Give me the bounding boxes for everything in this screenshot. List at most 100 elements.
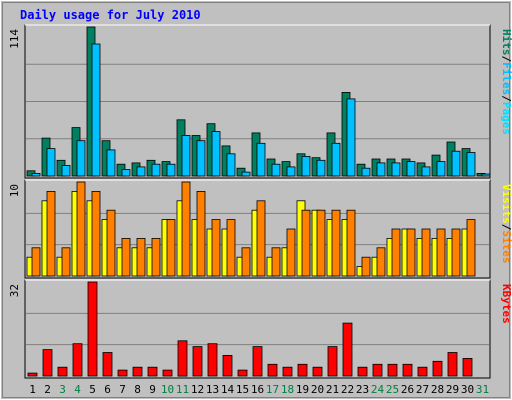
bar-kbytes [27, 372, 38, 377]
bar-kbytes [297, 363, 308, 377]
x-tick-label: 22 [341, 383, 354, 396]
x-tick-label: 19 [296, 383, 309, 396]
bar-sites [271, 247, 281, 277]
bar-files [256, 142, 266, 177]
bar-kbytes [252, 346, 263, 377]
bar-sites [241, 247, 251, 277]
bar-sites [91, 190, 101, 277]
x-tick-label: 30 [461, 383, 474, 396]
bar-files [466, 152, 476, 177]
right-legend: KBytes [500, 284, 512, 324]
bar-files [61, 165, 71, 177]
bar-sites [286, 228, 296, 277]
bar-sites [121, 237, 131, 277]
bar-kbytes [162, 369, 173, 377]
panel-kbytes: 32 KBytes [8, 279, 512, 379]
bar-kbytes [87, 281, 98, 377]
bar-files [211, 131, 221, 177]
bar-kbytes [42, 349, 53, 377]
bar-files [451, 150, 461, 177]
bar-kbytes [207, 343, 218, 377]
x-tick-label: 4 [74, 383, 81, 396]
bar-files [121, 169, 131, 177]
bar-files [241, 171, 251, 177]
bar-sites [421, 228, 431, 277]
x-tick-label: 26 [401, 383, 414, 396]
bar-files [151, 163, 161, 177]
bar-sites [256, 200, 266, 277]
right-legend-hits: Hits [500, 29, 512, 56]
y-max-label: 32 [8, 284, 21, 297]
x-tick-label: 29 [446, 383, 459, 396]
panel-visits-sites: 10 Visits/Sites [8, 179, 512, 279]
bar-files [361, 167, 371, 177]
x-tick-label: 8 [134, 383, 141, 396]
bar-files [106, 149, 116, 177]
bar-files [91, 43, 101, 177]
bar-kbytes [117, 369, 128, 377]
bar-files [271, 163, 281, 177]
bar-files [136, 166, 146, 177]
bar-sites [151, 237, 161, 277]
bar-sites [391, 228, 401, 277]
x-tick-label: 1 [29, 383, 36, 396]
bar-sites [106, 209, 116, 277]
bar-kbytes [417, 366, 428, 377]
right-legend-files: Files [500, 62, 512, 95]
bar-kbytes [102, 352, 113, 377]
bar-files [181, 135, 191, 177]
bar-files [166, 163, 176, 177]
bar-kbytes [402, 363, 413, 377]
bar-sites [451, 228, 461, 277]
bar-files [421, 166, 431, 177]
bar-files [481, 173, 491, 177]
bar-sites [136, 237, 146, 277]
x-tick-label: 27 [416, 383, 429, 396]
x-tick-label: 24 [371, 383, 385, 396]
right-legend-sites: Sites [500, 230, 512, 263]
right-legend-separator: / [500, 95, 512, 102]
bar-kbytes [222, 354, 233, 377]
bar-kbytes [462, 357, 473, 377]
x-tick-label: 16 [251, 383, 264, 396]
bar-kbytes [132, 366, 143, 377]
x-tick-label: 13 [206, 383, 219, 396]
bar-kbytes [177, 340, 188, 377]
bar-kbytes [192, 346, 203, 377]
bar-sites [406, 228, 416, 277]
bar-sites [361, 256, 371, 277]
bar-files [286, 166, 296, 177]
bar-kbytes [357, 366, 368, 377]
bar-files [406, 161, 416, 177]
bar-files [331, 142, 341, 177]
bar-files [376, 162, 386, 177]
x-tick-label: 25 [386, 383, 399, 396]
bar-sites [466, 219, 476, 277]
bar-sites [226, 219, 236, 277]
bar-kbytes [72, 343, 83, 377]
bar-sites [211, 219, 221, 277]
x-tick-label: 23 [356, 383, 369, 396]
right-legend: Hits/Files/Pages [500, 29, 512, 135]
bar-sites [346, 209, 356, 277]
bar-files [76, 140, 86, 177]
bar-kbytes [267, 363, 278, 377]
bar-files [391, 162, 401, 177]
bar-files [436, 161, 446, 177]
x-tick-label: 5 [89, 383, 96, 396]
bar-files [196, 140, 206, 177]
x-tick-label: 20 [311, 383, 324, 396]
x-tick-label: 15 [236, 383, 249, 396]
bar-files [316, 159, 326, 177]
bar-kbytes [342, 322, 353, 377]
bar-kbytes [387, 363, 398, 377]
bar-kbytes [447, 352, 458, 377]
chart-title: Daily usage for July 2010 [20, 8, 201, 22]
bar-sites [166, 219, 176, 277]
right-legend: Visits/Sites [500, 184, 512, 264]
x-tick-label: 7 [119, 383, 126, 396]
x-tick-label: 9 [149, 383, 156, 396]
bar-sites [331, 209, 341, 277]
x-tick-label: 31 [476, 383, 489, 396]
x-tick-label: 3 [59, 383, 66, 396]
